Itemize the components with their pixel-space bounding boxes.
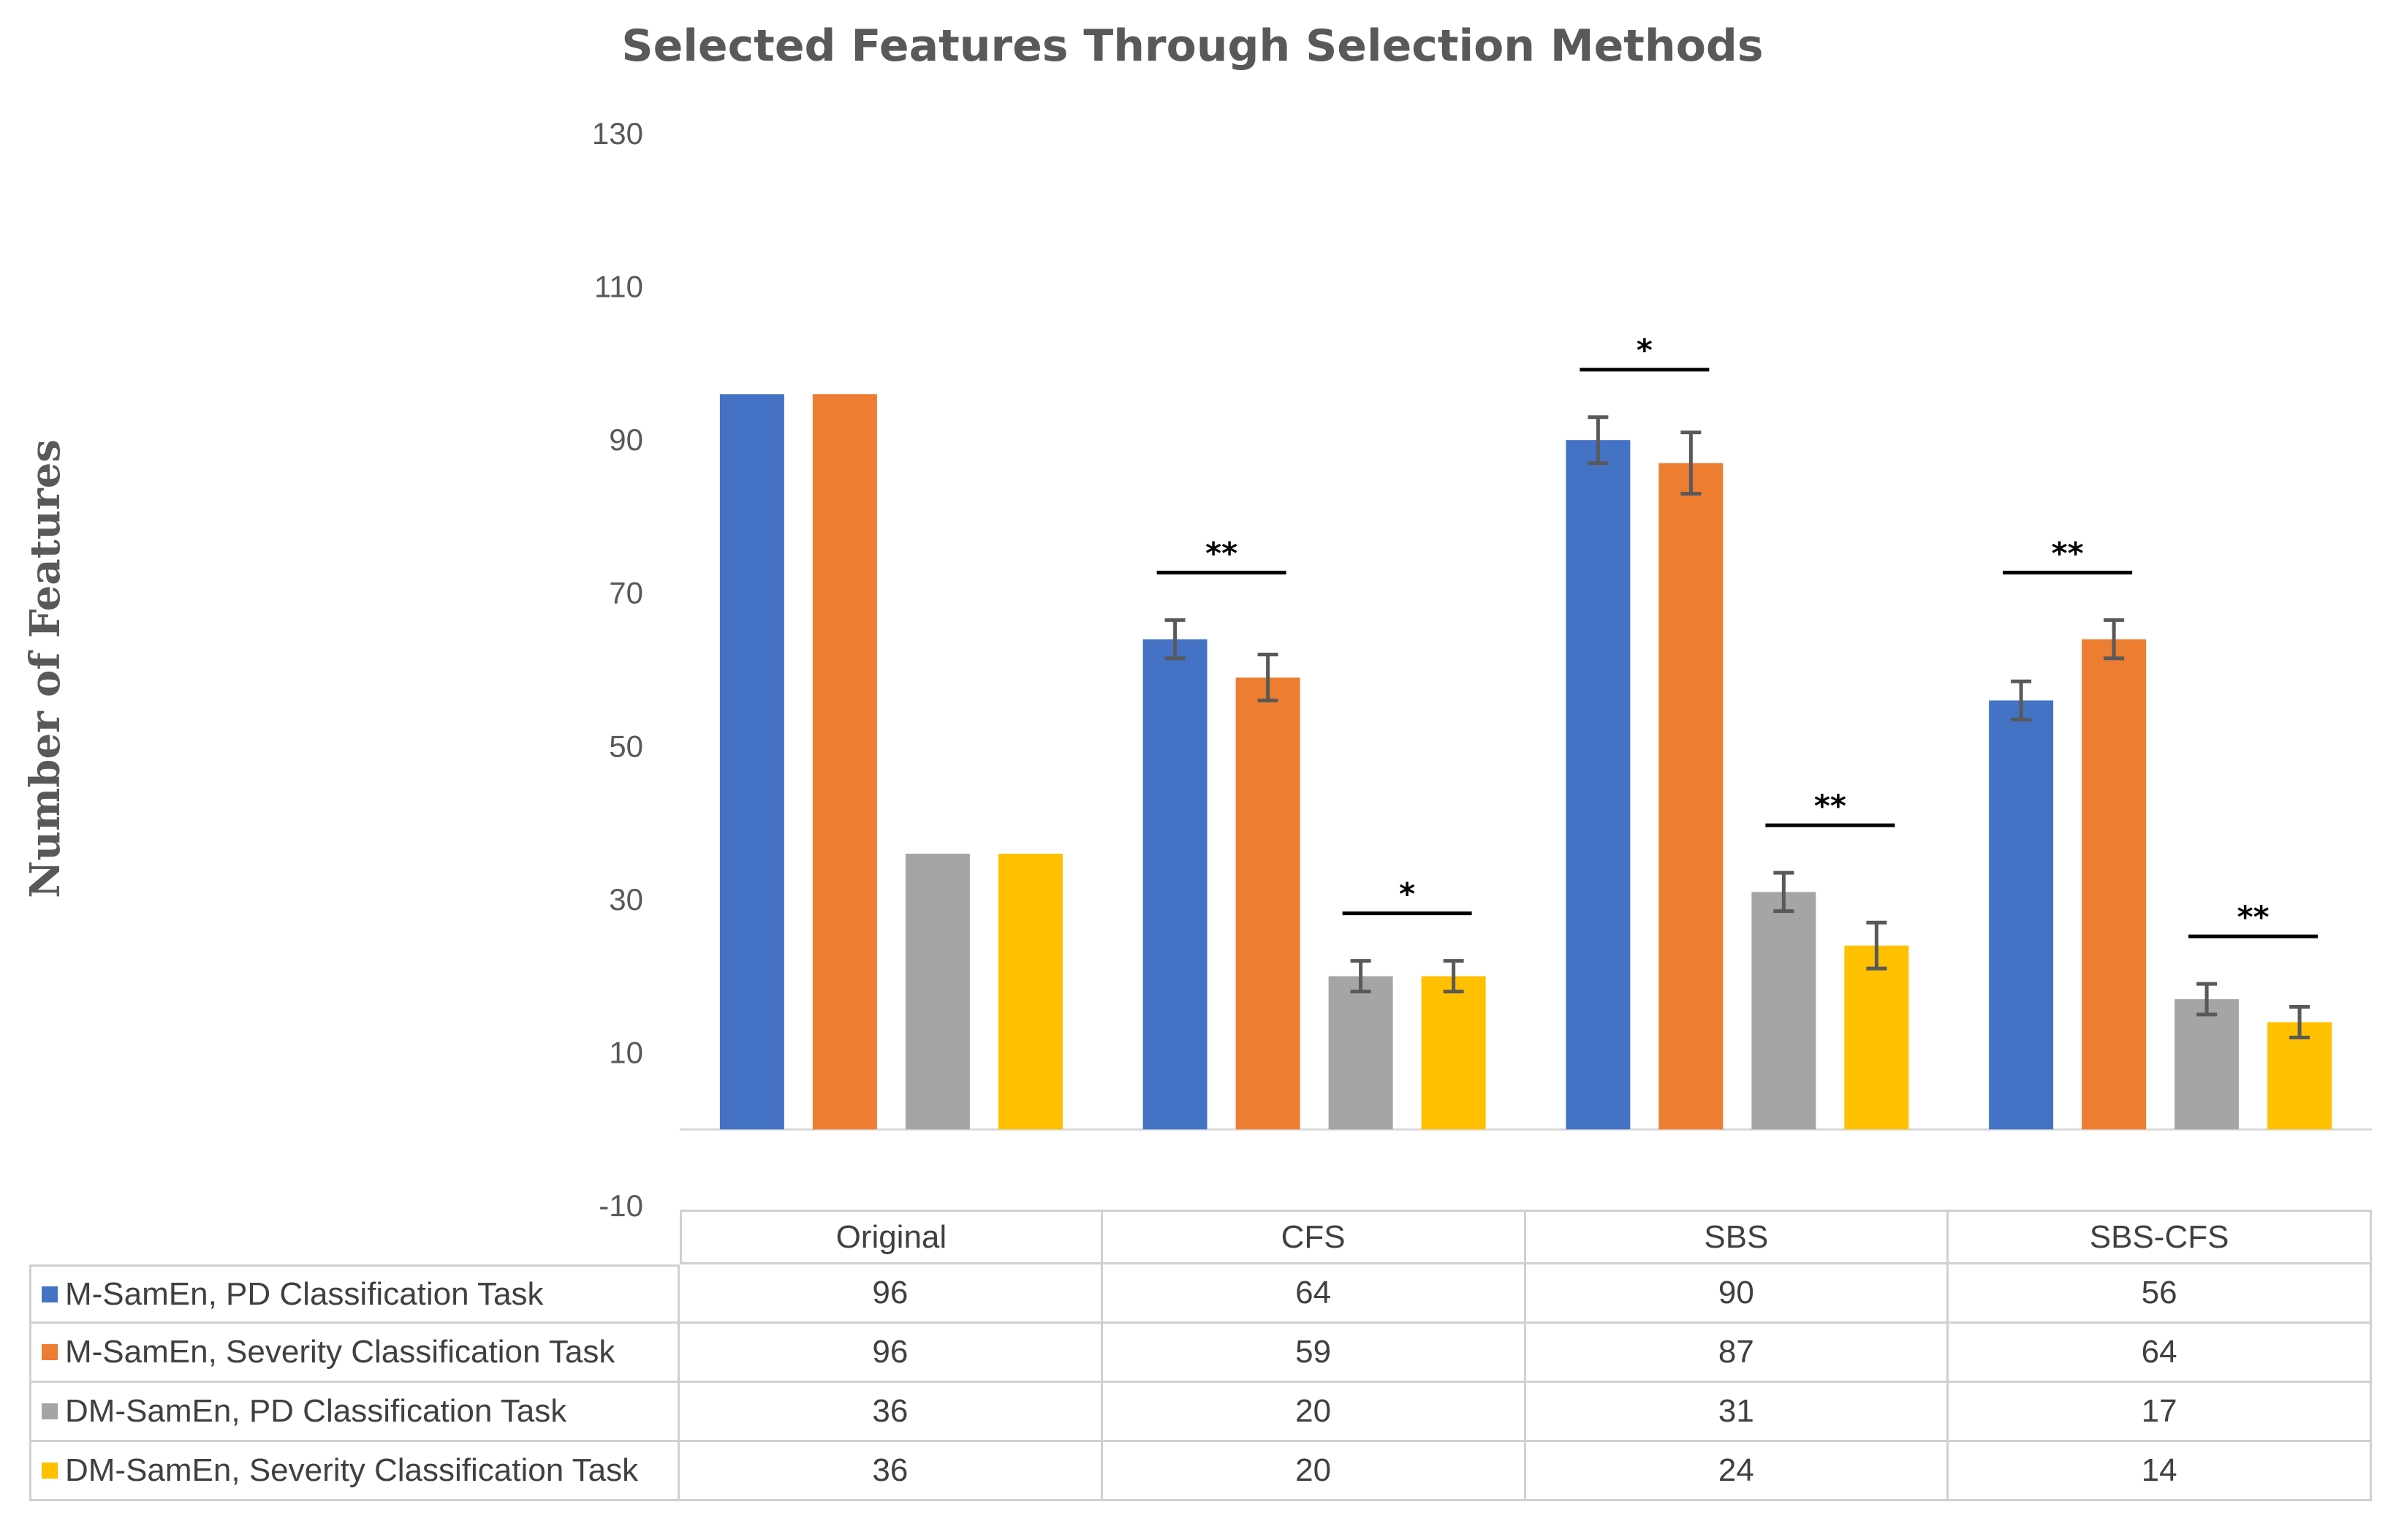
- bar: [1989, 700, 2054, 1130]
- data-label: 87: [1525, 1324, 1949, 1383]
- bar: [905, 853, 970, 1130]
- bar: [1844, 945, 1909, 1130]
- data-label: 31: [1525, 1383, 1949, 1442]
- data-label-text: 87: [1718, 1334, 1754, 1370]
- bar: [1328, 976, 1393, 1130]
- y-tick-label: 50: [609, 729, 643, 763]
- legend-entry-text: M-SamEn, Severity Classification Task: [65, 1334, 615, 1370]
- y-tick-label: -10: [599, 1188, 643, 1223]
- legend-entry: DM-SamEn, Severity Classification Task: [29, 1442, 680, 1501]
- bar: [2082, 639, 2147, 1130]
- data-label-text: 64: [2141, 1334, 2177, 1370]
- data-label: 14: [1949, 1442, 2372, 1501]
- data-label: 36: [680, 1442, 1103, 1501]
- data-label: 20: [1102, 1442, 1526, 1501]
- category-header: Original: [680, 1210, 1103, 1264]
- legend-entry: M-SamEn, PD Classification Task: [29, 1264, 680, 1324]
- data-label-text: 20: [1295, 1393, 1332, 1429]
- data-label: 90: [1525, 1264, 1949, 1324]
- y-tick-label: 30: [609, 882, 643, 917]
- chart-title: Selected Features Through Selection Meth…: [621, 20, 1764, 72]
- data-label-text: 96: [872, 1334, 909, 1370]
- data-label-text: 59: [1295, 1334, 1332, 1370]
- bar: [719, 394, 784, 1130]
- data-label: 20: [1102, 1383, 1526, 1442]
- bar: [2174, 999, 2240, 1130]
- data-label-text: 90: [1718, 1275, 1754, 1310]
- y-tick-label: 10: [609, 1035, 643, 1069]
- y-tick-label: 110: [594, 270, 643, 304]
- data-label: 59: [1102, 1324, 1526, 1383]
- significance-marker: **: [2052, 535, 2084, 571]
- data-label-text: 36: [872, 1452, 909, 1488]
- category-header-text: SBS-CFS: [2089, 1218, 2229, 1255]
- legend-entry: DM-SamEn, PD Classification Task: [29, 1383, 680, 1442]
- y-tick-label: 130: [592, 116, 643, 151]
- bar: [1235, 677, 1300, 1130]
- data-label-text: 36: [872, 1393, 909, 1429]
- bar: [812, 394, 877, 1130]
- bar: [1421, 976, 1486, 1130]
- data-label-text: 64: [1295, 1275, 1332, 1310]
- data-label-text: 17: [2141, 1393, 2177, 1429]
- data-label-text: 14: [2141, 1452, 2177, 1488]
- data-label: 56: [1949, 1264, 2372, 1324]
- significance-marker: **: [1205, 535, 1237, 571]
- data-label-text: 20: [1295, 1452, 1332, 1488]
- y-tick-label: 90: [609, 422, 643, 457]
- data-label: 24: [1525, 1442, 1949, 1501]
- category-header-text: Original: [835, 1218, 947, 1255]
- y-tick-label: 70: [609, 576, 643, 610]
- bar: [1658, 463, 1724, 1130]
- data-label: 36: [680, 1383, 1103, 1442]
- data-label: 96: [680, 1264, 1103, 1324]
- significance-marker: *: [1637, 333, 1653, 368]
- significance-marker: *: [1399, 876, 1415, 912]
- bar: [1751, 892, 1816, 1130]
- bar: [998, 853, 1063, 1130]
- legend-key: [42, 1344, 58, 1360]
- bar: [2267, 1022, 2332, 1130]
- category-header-text: SBS: [1704, 1218, 1769, 1255]
- data-label: 17: [1949, 1383, 2372, 1442]
- legend-key: [42, 1463, 58, 1479]
- legend-entry: M-SamEn, Severity Classification Task: [29, 1324, 680, 1383]
- data-label: 64: [1102, 1264, 1526, 1324]
- data-label: 96: [680, 1324, 1103, 1383]
- data-label: 64: [1949, 1324, 2372, 1383]
- data-label-text: 56: [2141, 1275, 2177, 1310]
- legend-entry-text: M-SamEn, PD Classification Task: [65, 1275, 544, 1312]
- significance-marker: **: [2237, 899, 2270, 935]
- category-header-text: CFS: [1281, 1218, 1346, 1255]
- legend-entry-text: DM-SamEn, PD Classification Task: [65, 1393, 567, 1429]
- category-header: SBS: [1525, 1210, 1949, 1264]
- bar: [1566, 440, 1631, 1130]
- data-label-text: 96: [872, 1275, 909, 1310]
- legend-entry-text: DM-SamEn, Severity Classification Task: [65, 1452, 639, 1488]
- category-header: SBS-CFS: [1949, 1210, 2372, 1264]
- data-label-text: 24: [1718, 1452, 1754, 1488]
- significance-marker: **: [1814, 788, 1846, 824]
- legend-key: [42, 1403, 58, 1419]
- data-label-text: 31: [1718, 1393, 1754, 1429]
- bar: [1142, 639, 1207, 1130]
- category-header: CFS: [1102, 1210, 1526, 1264]
- legend-key: [42, 1286, 58, 1302]
